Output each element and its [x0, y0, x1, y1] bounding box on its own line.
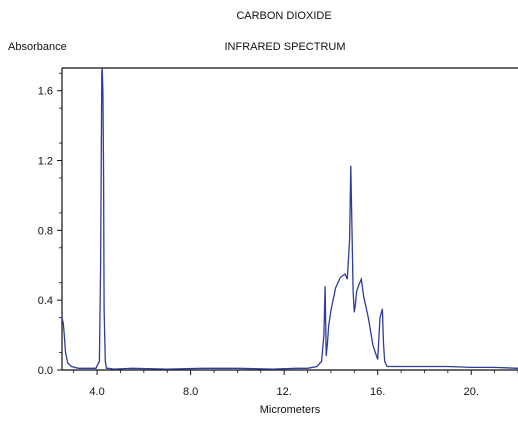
axis-ticks	[57, 73, 518, 375]
x-tick-label: 12.	[277, 386, 292, 398]
y-tick-label: 0.0	[38, 365, 53, 377]
x-tick-label: 4.0	[89, 386, 104, 398]
plot-frame	[62, 68, 518, 370]
y-tick-label: 1.6	[38, 86, 53, 98]
x-tick-label: 20.	[464, 386, 479, 398]
x-tick-label: 8.0	[183, 386, 198, 398]
x-tick-label: 16.	[370, 386, 385, 398]
y-tick-label: 0.4	[38, 295, 53, 307]
y-tick-label: 0.8	[38, 225, 53, 237]
y-tick-label: 1.2	[38, 156, 53, 168]
spectrum-line	[62, 68, 518, 369]
